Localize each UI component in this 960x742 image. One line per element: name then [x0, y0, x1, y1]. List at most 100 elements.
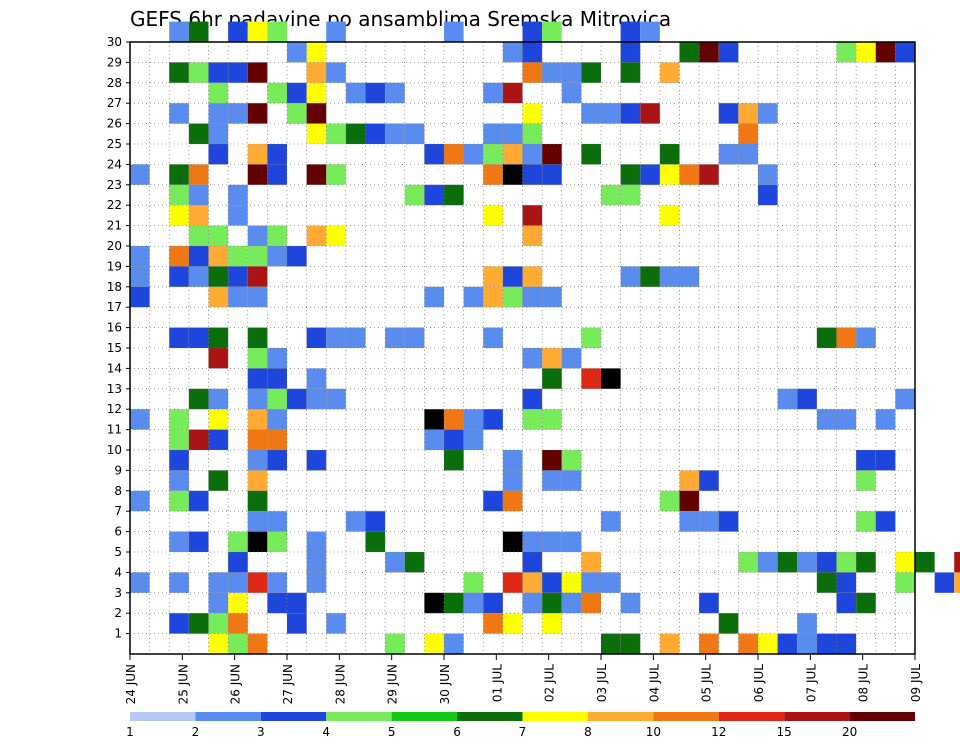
heatmap-cell — [522, 348, 543, 369]
heatmap-cell — [365, 511, 386, 532]
x-tick-label: 01 JUL — [490, 664, 504, 702]
heatmap-cell — [522, 21, 543, 42]
heatmap-cell — [875, 409, 896, 430]
heatmap-cell — [679, 490, 700, 512]
heatmap-cell — [522, 552, 543, 573]
heatmap-cell — [267, 450, 287, 471]
heatmap-cell — [326, 225, 346, 246]
heatmap-cell — [856, 42, 876, 63]
heatmap-cell — [777, 633, 798, 654]
legend-swatch — [718, 712, 785, 721]
heatmap-cell — [502, 470, 523, 491]
heatmap-cell — [502, 450, 523, 471]
heatmap-cell — [542, 470, 562, 491]
heatmap-cell — [542, 164, 562, 185]
heatmap-cell — [247, 164, 268, 185]
heatmap-cell — [228, 103, 248, 124]
heatmap-cell — [385, 552, 405, 573]
heatmap-cell — [306, 164, 327, 185]
heatmap-cell — [306, 103, 327, 124]
y-tick-label: 2 — [114, 606, 122, 620]
heatmap-cell — [522, 388, 543, 410]
heatmap-cell — [130, 246, 150, 267]
heatmap-cell — [718, 42, 739, 63]
heatmap-cell — [188, 205, 209, 226]
heatmap-cell — [620, 42, 641, 63]
heatmap-cell — [561, 470, 582, 491]
x-tick-label: 30 JUN — [438, 664, 452, 704]
legend-swatch — [522, 712, 588, 721]
heatmap-cell — [287, 613, 307, 634]
heatmap-cell — [208, 613, 229, 634]
heatmap-cell — [895, 388, 915, 410]
heatmap-cell — [169, 572, 189, 593]
heatmap-cell — [326, 327, 346, 348]
heatmap-cell — [306, 368, 327, 389]
x-tick-label: 02 JUL — [543, 664, 557, 702]
heatmap-cell — [522, 225, 543, 246]
y-axis: 1234567891011121314151617181920212223242… — [107, 35, 130, 641]
legend-swatch — [130, 712, 196, 721]
heatmap-cell — [620, 21, 641, 42]
heatmap-cell — [561, 531, 582, 552]
heatmap-cell — [542, 450, 562, 471]
heatmap-cell — [522, 266, 543, 287]
heatmap-cell — [169, 429, 189, 450]
heatmap-cell — [267, 164, 287, 185]
heatmap-cell — [522, 42, 543, 63]
heatmap-cell — [247, 103, 268, 124]
heatmap-cell — [856, 327, 876, 348]
y-tick-label: 20 — [107, 239, 122, 253]
y-tick-label: 17 — [107, 300, 122, 314]
heatmap-cell — [463, 409, 484, 430]
heatmap-cell — [208, 633, 229, 654]
heatmap-cell — [502, 164, 523, 185]
x-tick-label: 07 JUL — [804, 664, 818, 702]
heatmap-cell — [483, 409, 503, 430]
heatmap-cell — [522, 572, 543, 593]
legend-swatch — [391, 712, 458, 721]
heatmap-cell — [542, 368, 562, 389]
heatmap-cell — [620, 633, 641, 654]
heatmap-cell — [247, 490, 268, 512]
heatmap-cell — [169, 531, 189, 552]
y-tick-label: 19 — [107, 259, 122, 273]
x-tick-label: 24 JUN — [124, 664, 138, 704]
x-tick-label: 03 JUL — [595, 664, 609, 702]
heatmap-cell — [188, 164, 209, 185]
heatmap-cell — [188, 123, 209, 144]
x-tick-label: 28 JUN — [333, 664, 347, 704]
heatmap-cell — [287, 42, 307, 63]
y-tick-label: 15 — [107, 341, 122, 355]
heatmap-cell — [659, 633, 680, 654]
heatmap-cell — [267, 592, 287, 614]
heatmap-cell — [895, 42, 915, 63]
y-tick-label: 1 — [114, 627, 122, 641]
heatmap-cell — [502, 613, 523, 634]
heatmap-cell — [758, 552, 778, 573]
heatmap-cell — [247, 62, 268, 83]
heatmap-cell — [287, 592, 307, 614]
heatmap-cell — [483, 490, 503, 512]
heatmap-cell — [306, 572, 327, 593]
heatmap-cell — [483, 144, 503, 165]
heatmap-cell — [758, 164, 778, 185]
heatmap-cell — [836, 409, 857, 430]
heatmap-cell — [895, 552, 915, 573]
heatmap-cell — [758, 103, 778, 124]
legend-label: 20 — [842, 725, 857, 739]
legend-swatch — [849, 712, 915, 721]
y-tick-label: 14 — [107, 361, 122, 375]
heatmap-cell — [522, 144, 543, 165]
heatmap-cell — [444, 429, 464, 450]
heatmap-cell — [659, 266, 680, 287]
heatmap-cell — [699, 164, 719, 185]
y-tick-label: 11 — [107, 423, 122, 437]
heatmap-cell — [875, 42, 896, 63]
heatmap-cell — [542, 409, 562, 430]
heatmap-cell — [208, 82, 229, 104]
heatmap-cell — [267, 348, 287, 369]
heatmap-cell — [228, 531, 248, 552]
y-tick-label: 13 — [107, 382, 122, 396]
